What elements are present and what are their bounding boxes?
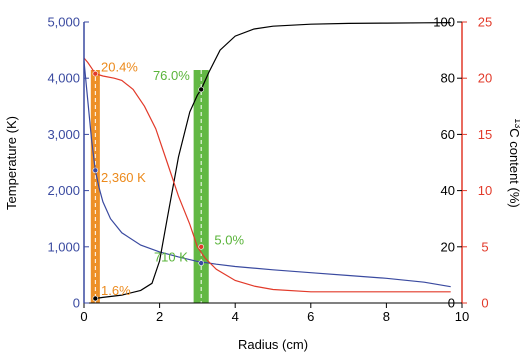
inner-right-tick-label-20: 20 <box>441 239 455 254</box>
highlight-band-1 <box>193 70 209 303</box>
right-axis-title-text: C content (%) <box>507 128 520 207</box>
right-axis-title: 13C content (%) <box>507 118 520 208</box>
left-tick-label-2000: 2,000 <box>47 183 80 198</box>
data-marker-3 <box>198 86 204 93</box>
inner-right-tick-label-100: 100 <box>433 15 455 30</box>
right-tick-label-10: 10 <box>478 183 492 198</box>
highlight-band-0 <box>90 70 100 303</box>
axes-layer: 0 2 4 6 8 1001,0002,0003,0004,0005,0000204060… <box>47 15 492 325</box>
highlight-bands <box>90 70 209 303</box>
x-tick-label-6: 6 <box>307 309 314 324</box>
right-tick-label-0: 0 <box>481 296 488 311</box>
right-tick-label-5: 5 <box>481 239 488 254</box>
markers-layer <box>92 70 204 302</box>
left-tick-label-3000: 3,000 <box>47 127 80 142</box>
annotation-1: 2,360 K <box>101 170 146 185</box>
x-axis-title: Radius (cm) <box>238 337 308 352</box>
annotation-5: 710 K <box>154 249 188 264</box>
annotation-2: 1.6% <box>101 283 131 298</box>
annotation-0: 20.4% <box>101 59 138 74</box>
series-line-left <box>83 61 451 288</box>
right-tick-label-15: 15 <box>478 127 492 142</box>
inner-right-tick-label-60: 60 <box>441 127 455 142</box>
right-tick-label-20: 20 <box>478 71 492 86</box>
series-layer <box>83 22 451 300</box>
right-axis-title-superscript: 13 <box>513 118 520 128</box>
left-tick-label-0: 0 <box>73 296 80 311</box>
data-marker-0 <box>92 167 99 174</box>
series-line-right <box>83 57 451 293</box>
annotation-4: 5.0% <box>214 233 244 248</box>
left-tick-label-5000: 5,000 <box>47 15 80 30</box>
left-tick-label-1000: 1,000 <box>47 239 80 254</box>
data-marker-5 <box>198 260 204 266</box>
left-tick-label-4000: 4,000 <box>47 71 80 86</box>
x-tick-label-10: 10 <box>455 309 469 324</box>
inner-right-tick-label-40: 40 <box>441 183 455 198</box>
x-tick-label-2: 2 <box>156 309 163 324</box>
data-marker-4 <box>198 244 204 250</box>
data-marker-1 <box>92 295 99 302</box>
right-tick-label-25: 25 <box>478 15 492 30</box>
x-tick-label-8: 8 <box>383 309 390 324</box>
annotation-3: 76.0% <box>153 68 190 83</box>
inner-right-tick-label-0: 0 <box>448 296 455 311</box>
left-axis-title: Temperature (K) <box>4 116 19 210</box>
inner-right-tick-label-80: 80 <box>441 71 455 86</box>
series-line-inner_right <box>95 22 451 300</box>
x-tick-label-4: 4 <box>232 309 239 324</box>
data-marker-2 <box>92 70 99 77</box>
annotations-layer: 20.4% 2,360 K 1.6% 76.0% 5.0% 710 K <box>101 59 244 298</box>
x-tick-label-0: 0 <box>80 309 87 324</box>
